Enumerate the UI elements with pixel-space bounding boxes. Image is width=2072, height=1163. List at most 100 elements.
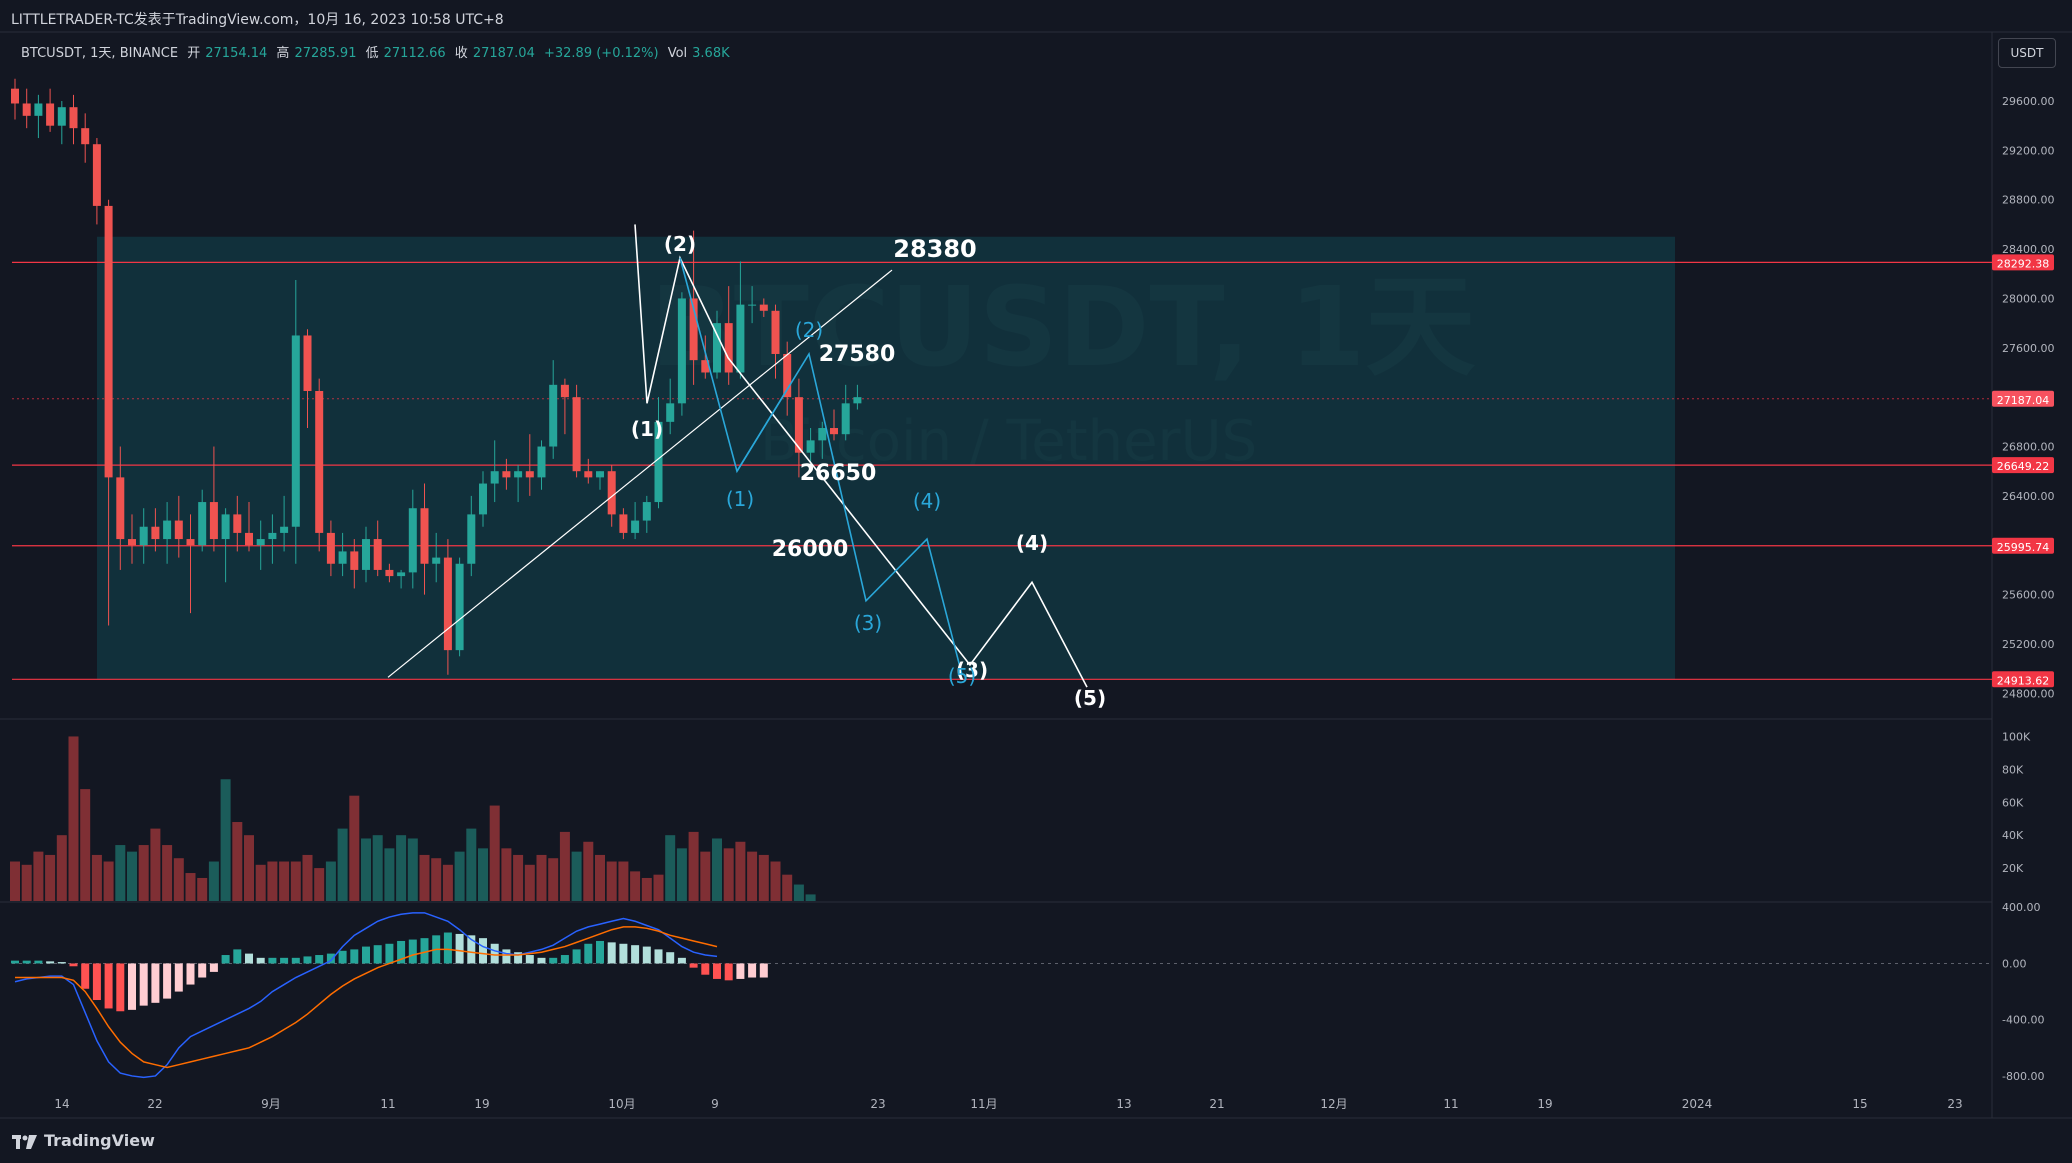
macd-tick-2: -400.00	[2002, 1014, 2044, 1027]
symbol-name[interactable]: BTCUSDT, 1天, BINANCE	[21, 46, 179, 61]
candle-body-30	[362, 539, 370, 570]
volume-bar-56	[665, 835, 676, 901]
macd-hist-27	[326, 953, 335, 964]
macd-hist-6	[81, 963, 90, 989]
volume-bar-10	[127, 851, 137, 901]
volume-bar-38	[454, 851, 465, 901]
vol-label: Vol	[667, 46, 688, 61]
volume-tick-0: 100K	[2002, 730, 2031, 743]
macd-hist-43	[514, 952, 523, 964]
volume-bar-44	[524, 864, 535, 901]
time-tick-0: 14	[54, 1097, 69, 1111]
macd-hist-37	[443, 932, 452, 964]
time-tick-13: 19	[1537, 1097, 1552, 1111]
candle-body-3	[46, 103, 55, 126]
volume-bar-46	[548, 858, 559, 901]
last-price-label-bg	[1992, 390, 2054, 407]
macd-hist-12	[151, 963, 160, 1003]
macd-hist-21	[256, 957, 265, 964]
candle-body-15	[186, 539, 195, 546]
publisher-line: LITTLETRADER-TC发表于TradingView.com，10月 16…	[11, 12, 504, 28]
high-value: 27285.91	[294, 46, 357, 61]
volume-bar-49	[583, 841, 594, 901]
volume-bar-12	[150, 828, 161, 901]
candle-body-40	[479, 483, 487, 515]
candle-body-42	[502, 471, 511, 478]
annotation-4: (1)	[631, 417, 663, 441]
volume-bar-68	[805, 894, 816, 901]
high-label: 高	[276, 46, 290, 61]
macd-hist-44	[525, 955, 534, 964]
macd-hist-59	[701, 963, 710, 975]
candle-body-65	[771, 310, 780, 354]
volume-bar-21	[255, 864, 266, 901]
candle-body-64	[759, 304, 768, 311]
macd-hist-24	[291, 957, 300, 964]
volume-bar-47	[559, 831, 570, 901]
volume-bar-14	[173, 858, 184, 901]
annotation-1: 27580	[819, 342, 896, 367]
macd-hist-29	[350, 949, 359, 964]
candle-body-46	[549, 384, 558, 447]
annotation-0: 28380	[893, 235, 977, 263]
volume-bar-45	[536, 854, 547, 901]
candle-body-0	[11, 88, 19, 104]
candle-body-39	[467, 514, 476, 564]
volume-bar-58	[688, 831, 699, 901]
volume-bar-29	[349, 795, 360, 901]
candle-body-25	[303, 335, 312, 391]
macd-hist-15	[186, 963, 195, 985]
macd-hist-52	[619, 943, 628, 964]
candle-body-37	[443, 557, 452, 651]
macd-hist-9	[116, 963, 125, 1012]
volume-bar-65	[770, 861, 781, 901]
signal-line	[15, 926, 718, 1069]
candle-body-71	[841, 403, 850, 435]
candle-body-23	[280, 526, 289, 533]
volume-bar-39	[466, 828, 477, 901]
hline-label-3: 24913.62	[1997, 674, 2050, 687]
macd-hist-26	[315, 955, 324, 964]
candle-body-55	[654, 421, 663, 503]
volume-bar-7	[91, 854, 102, 901]
candle-body-19	[233, 514, 242, 533]
candle-body-7	[92, 144, 101, 206]
macd-hist-14	[174, 963, 183, 992]
macd-hist-32	[385, 943, 394, 964]
low-label: 低	[365, 46, 379, 61]
candle-body-17	[209, 502, 218, 540]
annotation-9: (1)	[726, 487, 754, 511]
macd-hist-53	[631, 945, 640, 964]
close-label: 收	[454, 46, 468, 61]
macd-hist-17	[209, 963, 218, 972]
candle-body-35	[420, 508, 429, 564]
volume-bar-27	[325, 861, 336, 901]
hline-label-bg-1	[1992, 457, 2054, 474]
macd-hist-45	[537, 957, 546, 964]
volume-bar-48	[571, 851, 582, 901]
candle-body-60	[713, 323, 721, 373]
volume-bar-25	[302, 854, 313, 901]
change-value: +32.89 (+0.12%)	[543, 46, 659, 61]
candle-body-2	[34, 103, 43, 116]
macd-hist-5	[69, 963, 78, 967]
price-tick-2: 28800.00	[2002, 194, 2055, 207]
candle-body-51	[607, 471, 616, 515]
time-tick-2: 9月	[261, 1097, 281, 1111]
candle-body-28	[338, 551, 347, 564]
macd-hist-47	[560, 955, 569, 964]
volume-tick-3: 40K	[2002, 829, 2024, 842]
currency-unit-button[interactable]: USDT	[1998, 38, 2056, 68]
projection-cyan-inner	[736, 384, 791, 472]
tradingview-brand[interactable]: TradingView	[12, 1131, 155, 1150]
macd-hist-58	[689, 963, 698, 968]
macd-hist-61	[724, 963, 733, 981]
candle-body-43	[514, 471, 523, 478]
candle-body-57	[677, 298, 686, 404]
target-zone	[97, 236, 1675, 680]
macd-hist-51	[607, 942, 616, 964]
macd-hist-33	[397, 940, 406, 964]
volume-bar-57	[676, 848, 687, 901]
annotation-8: (5)	[1074, 686, 1106, 710]
